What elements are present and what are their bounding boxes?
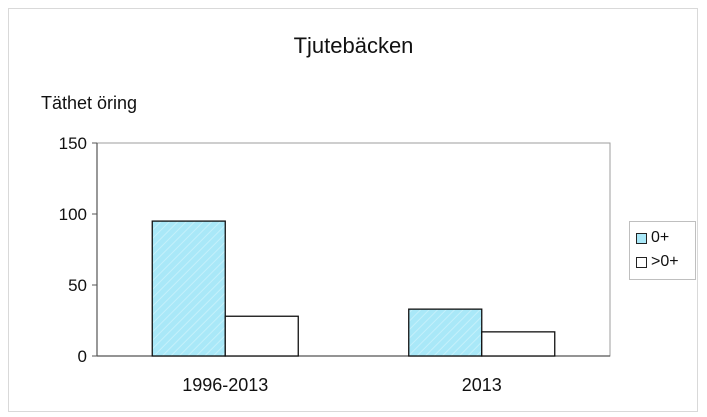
legend: 0+ >0+ (629, 221, 696, 280)
y-tick-label: 0 (78, 347, 87, 366)
chart-frame (8, 8, 698, 412)
y-tick-label: 150 (59, 134, 87, 153)
legend-label-0plus: 0+ (651, 229, 670, 246)
legend-swatch-0plus (636, 232, 647, 244)
bar-older-0 (224, 315, 299, 357)
y-tick-label: 100 (59, 205, 87, 224)
legend-swatch-older (636, 256, 647, 268)
bar-0plus-0 (151, 220, 226, 357)
bar-0plus-1 (408, 308, 483, 357)
x-tick-label: 1996-2013 (182, 375, 268, 395)
legend-item-0plus: 0+ (636, 229, 669, 247)
chart-title: Tjutebäcken (293, 33, 414, 58)
y-axis-label: Täthet öring (41, 93, 138, 113)
y-tick-label: 50 (68, 276, 87, 295)
bar-older-1 (481, 331, 556, 357)
x-tick-label: 2013 (462, 375, 502, 395)
legend-item-older: >0+ (636, 253, 679, 271)
legend-label-older: >0+ (651, 253, 679, 270)
